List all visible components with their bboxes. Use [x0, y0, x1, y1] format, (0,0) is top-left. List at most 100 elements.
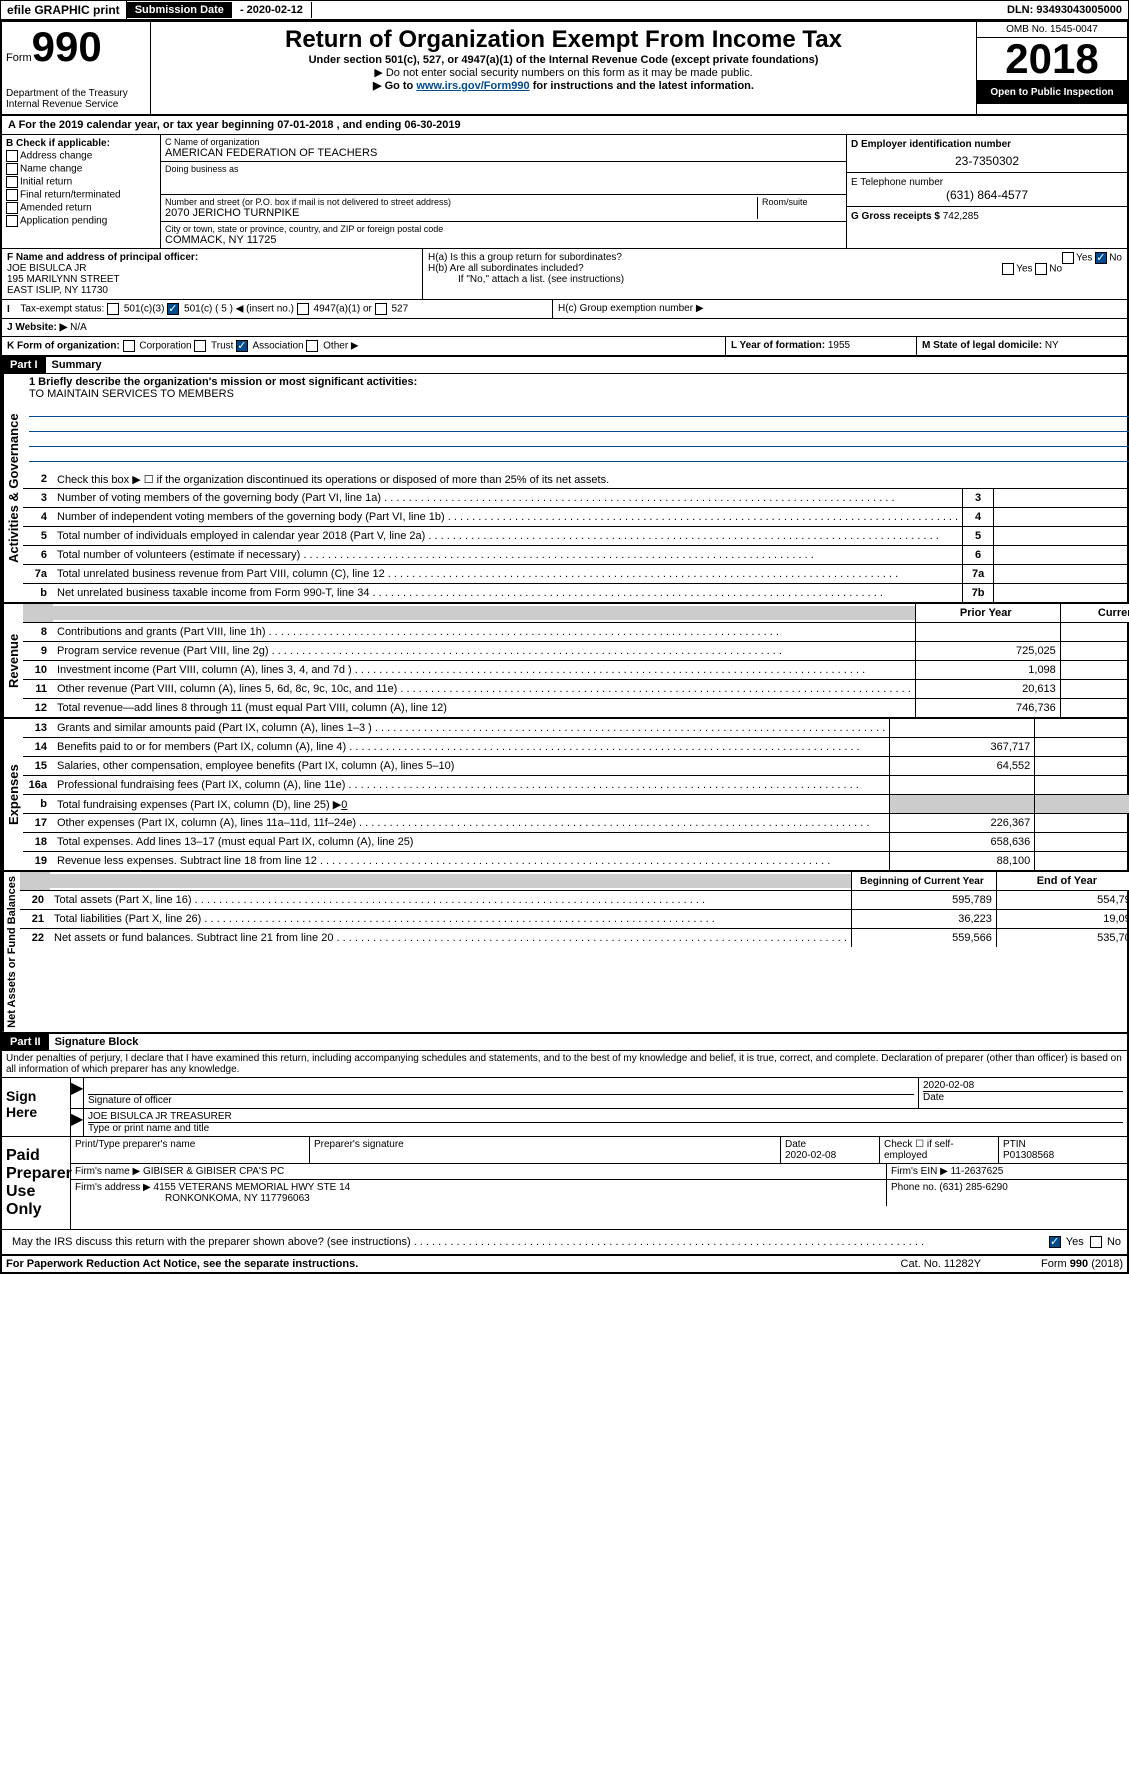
check-pending[interactable]: [6, 215, 18, 227]
g-label: G Gross receipts $: [851, 211, 940, 222]
form-title: Return of Organization Exempt From Incom…: [155, 26, 972, 54]
revenue-label: Revenue: [2, 604, 23, 717]
hb-yes[interactable]: [1002, 263, 1014, 275]
officer-addr2: EAST ISLIP, NY 11730: [7, 285, 417, 296]
dept-label: Department of the Treasury Internal Reve…: [6, 88, 146, 110]
firm-addr: 4155 VETERANS MEMORIAL HWY STE 14: [154, 1182, 351, 1193]
open-public: Open to Public Inspection: [977, 81, 1127, 104]
hb-note: If "No," attach a list. (see instruction…: [428, 274, 1122, 285]
ptin: P01308568: [1003, 1150, 1054, 1161]
officer-name: JOE BISULCA JR: [7, 263, 417, 274]
org-name: AMERICAN FEDERATION OF TEACHERS: [165, 147, 842, 159]
footer-left: For Paperwork Reduction Act Notice, see …: [6, 1258, 358, 1270]
col-h: H(a) Is this a group return for subordin…: [423, 249, 1127, 299]
e-label: E Telephone number: [851, 177, 1123, 188]
arrow-icon: ▶: [71, 1109, 84, 1136]
gross-receipts: 742,285: [943, 211, 979, 222]
top-bar: efile GRAPHIC print Submission Date - 20…: [0, 0, 1129, 20]
irs-link[interactable]: www.irs.gov/Form990: [416, 80, 529, 92]
submission-label: Submission Date: [127, 2, 232, 18]
dln: DLN: 93493043005000: [1001, 2, 1128, 18]
officer-print-name: JOE BISULCA JR TREASURER: [88, 1111, 1123, 1122]
footer: For Paperwork Reduction Act Notice, see …: [2, 1256, 1127, 1272]
part-1-badge: Part I: [2, 357, 46, 373]
governance-section: Activities & Governance 1 Briefly descri…: [2, 374, 1127, 604]
ein: 23-7350302: [851, 154, 1123, 168]
check-initial[interactable]: [6, 176, 18, 188]
firm-ein: 11-2637625: [951, 1166, 1004, 1177]
discuss-no[interactable]: [1090, 1236, 1102, 1248]
prep-name-header: Print/Type preparer's name: [71, 1137, 310, 1163]
k-assoc[interactable]: [236, 340, 248, 352]
revenue-section: Revenue Prior YearCurrent Year 8Contribu…: [2, 604, 1127, 719]
part-1-header: Part I Summary: [2, 357, 1127, 374]
col-f: F Name and address of principal officer:…: [2, 249, 423, 299]
section-bcd: B Check if applicable: Address change Na…: [2, 135, 1127, 249]
underline: [29, 402, 1129, 417]
col-deg: D Employer identification number 23-7350…: [847, 135, 1127, 248]
sign-section: Sign Here ▶ Signature of officer 2020-02…: [2, 1078, 1127, 1137]
prep-date: 2020-02-08: [785, 1150, 836, 1161]
sign-date: 2020-02-08: [923, 1080, 1123, 1091]
i-4947[interactable]: [297, 303, 309, 315]
tax-year: 2018: [977, 38, 1127, 81]
i-527[interactable]: [375, 303, 387, 315]
header: Form990 Department of the Treasury Inter…: [2, 22, 1127, 116]
hc-label: H(c) Group exemption number ▶: [558, 303, 704, 314]
i-501c[interactable]: [167, 303, 179, 315]
footer-right: Form 990 (2018): [1041, 1258, 1123, 1270]
discuss-row: May the IRS discuss this return with the…: [2, 1230, 1127, 1256]
k-corp[interactable]: [123, 340, 135, 352]
j-label: J Website: ▶: [7, 322, 67, 333]
form-frame: Form990 Department of the Treasury Inter…: [0, 20, 1129, 1274]
form-word: Form: [6, 52, 32, 64]
ha-yes[interactable]: [1062, 252, 1074, 264]
row-fh: F Name and address of principal officer:…: [2, 249, 1127, 300]
subtitle-1: Under section 501(c), 527, or 4947(a)(1)…: [155, 54, 972, 66]
header-left: Form990 Department of the Treasury Inter…: [2, 22, 151, 114]
l-label: L Year of formation:: [731, 340, 825, 351]
underline: [29, 417, 1129, 432]
expenses-label: Expenses: [2, 719, 23, 870]
row-a: A For the 2019 calendar year, or tax yea…: [2, 116, 1127, 135]
mission-text: TO MAINTAIN SERVICES TO MEMBERS: [29, 388, 1129, 400]
header-right: OMB No. 1545-0047 2018 Open to Public In…: [976, 22, 1127, 114]
k-label: K Form of organization:: [7, 341, 120, 352]
firm-addr2: RONKONKOMA, NY 117796063: [75, 1193, 310, 1204]
header-center: Return of Organization Exempt From Incom…: [151, 22, 976, 114]
sign-here-label: Sign Here: [2, 1078, 71, 1136]
i-501c3[interactable]: [107, 303, 119, 315]
dba-label: Doing business as: [165, 164, 842, 174]
check-name[interactable]: [6, 163, 18, 175]
part-2-title: Signature Block: [49, 1034, 145, 1050]
street-address: 2070 JERICHO TURNPIKE: [165, 207, 757, 219]
f-label: F Name and address of principal officer:: [7, 252, 417, 263]
state-domicile: NY: [1045, 340, 1059, 351]
check-final[interactable]: [6, 189, 18, 201]
name-title-label: Type or print name and title: [88, 1122, 1123, 1134]
efile-label[interactable]: efile GRAPHIC print: [1, 1, 127, 19]
footer-mid: Cat. No. 11282Y: [901, 1258, 982, 1270]
room-label: Room/suite: [762, 197, 842, 207]
governance-label: Activities & Governance: [2, 374, 23, 602]
prep-sig-header: Preparer's signature: [310, 1137, 781, 1163]
city-state-zip: COMMACK, NY 11725: [165, 234, 842, 246]
hb-no[interactable]: [1035, 263, 1047, 275]
underline: [29, 447, 1129, 462]
officer-addr1: 195 MARILYNN STREET: [7, 274, 417, 285]
part-1-title: Summary: [46, 357, 108, 373]
paid-preparer-section: Paid Preparer Use Only Print/Type prepar…: [2, 1137, 1127, 1230]
city-label: City or town, state or province, country…: [165, 224, 842, 234]
check-amended[interactable]: [6, 202, 18, 214]
year-formation: 1955: [828, 340, 850, 351]
discuss-yes[interactable]: [1049, 1236, 1061, 1248]
k-trust[interactable]: [194, 340, 206, 352]
phone: (631) 864-4577: [851, 188, 1123, 202]
ha-no[interactable]: [1095, 252, 1107, 264]
k-other[interactable]: [306, 340, 318, 352]
perjury-text: Under penalties of perjury, I declare th…: [2, 1051, 1127, 1078]
check-address[interactable]: [6, 150, 18, 162]
firm-phone: (631) 285-6290: [939, 1182, 1007, 1193]
self-employed: Check ☐ if self-employed: [880, 1137, 999, 1163]
firm-name: GIBISER & GIBISER CPA'S PC: [143, 1166, 284, 1177]
